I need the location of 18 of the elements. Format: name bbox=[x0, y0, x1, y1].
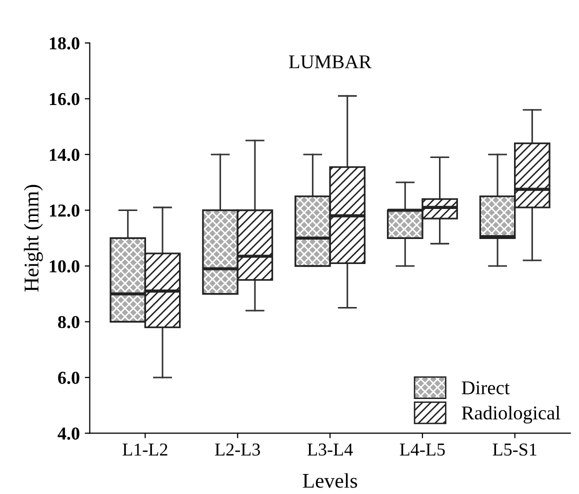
y-tick-label: 6.0 bbox=[58, 372, 80, 384]
y-tick-label: 10.0 bbox=[50, 260, 80, 273]
y-tick-label: 12.0 bbox=[50, 204, 80, 217]
y-tick-label: 4.0 bbox=[58, 427, 80, 440]
x-tick-label: L1-L2 bbox=[122, 444, 168, 456]
y-axis-title: Height (mm) bbox=[24, 184, 43, 292]
y-tick-label: 8.0 bbox=[58, 316, 80, 328]
y-tick-label: 14.0 bbox=[50, 148, 80, 161]
x-tick-label: L2-L3 bbox=[215, 444, 260, 456]
legend-label: Direct bbox=[462, 381, 510, 394]
y-tick-label: 16.0 bbox=[50, 92, 80, 106]
legend-label: Radiological bbox=[462, 406, 560, 424]
x-tick-label: L3-L4 bbox=[307, 444, 353, 456]
x-tick-label: L5-S1 bbox=[492, 444, 536, 456]
y-tick-label: 18.0 bbox=[50, 37, 80, 50]
x-axis-title: Levels bbox=[302, 473, 358, 488]
chart-title: LUMBAR bbox=[288, 55, 372, 68]
x-tick-label: L4-L5 bbox=[400, 444, 445, 456]
